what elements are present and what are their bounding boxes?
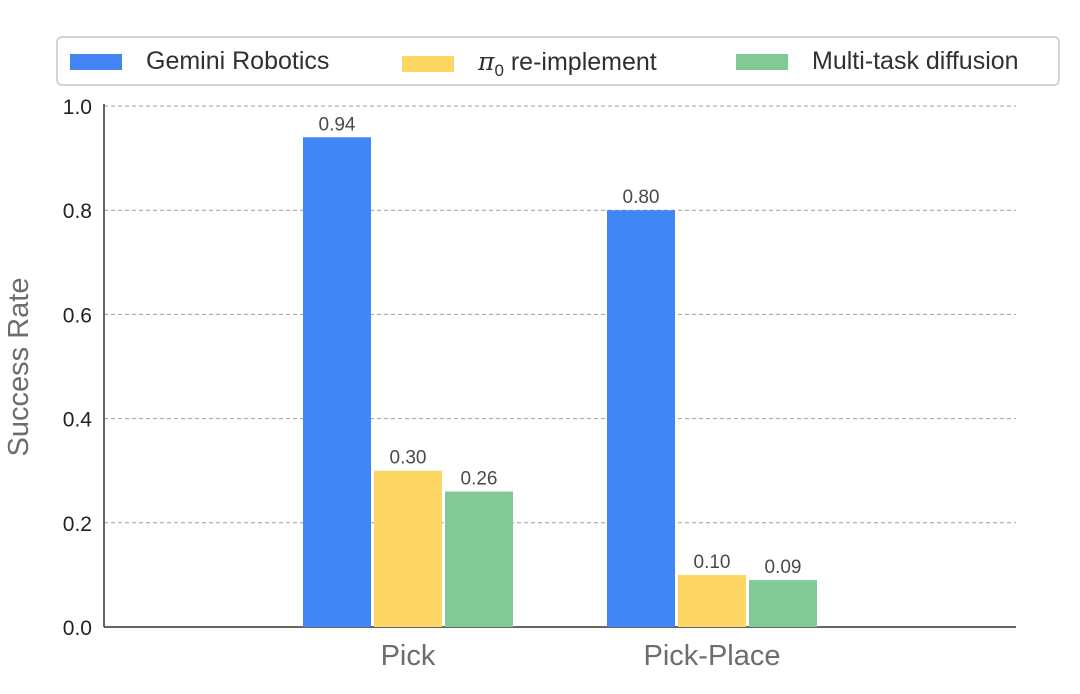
legend-item-multi-task-diffusion: Multi-task diffusion xyxy=(736,47,1019,76)
y-tick-label: 1.0 xyxy=(63,96,92,119)
legend-swatch-pi0-reimplement xyxy=(402,56,454,72)
y-tick-label: 0.0 xyxy=(63,617,92,640)
data-label-gemini-robotics-pick-place: 0.80 xyxy=(623,187,660,208)
y-tick-label: 0.4 xyxy=(63,409,93,432)
legend-label-multi-task-diffusion: Multi-task diffusion xyxy=(812,47,1019,75)
bar-0-re-implement-pick xyxy=(374,470,442,627)
data-label-multi-task-diffusion-pick: 0.26 xyxy=(461,469,498,490)
bar-gemini-robotics-pick xyxy=(303,137,371,627)
x-tick-label-pick: Pick xyxy=(381,640,436,672)
bar-multi-task-diffusion-pick xyxy=(445,491,513,627)
pi-subscript: 0 xyxy=(494,61,504,80)
data-label-0-re-implement-pick: 0.30 xyxy=(390,448,427,469)
data-label-0-re-implement-pick-place: 0.10 xyxy=(694,552,731,573)
bar-gemini-robotics-pick-place xyxy=(607,210,675,627)
data-label-gemini-robotics-pick: 0.94 xyxy=(319,114,356,135)
legend-swatch-multi-task-diffusion xyxy=(736,53,788,70)
data-label-multi-task-diffusion-pick-place: 0.09 xyxy=(765,557,802,578)
chart-legend: Gemini Robotics π0 re-implement Multi-ta… xyxy=(56,36,1060,86)
legend-item-pi0-reimplement: π0 re-implement xyxy=(402,47,657,81)
pi-symbol: π xyxy=(478,47,495,76)
pi-label-rest: re-implement xyxy=(503,48,657,76)
y-tick-label: 0.2 xyxy=(63,513,92,536)
y-tick-label: 0.8 xyxy=(63,200,92,223)
legend-label-gemini-robotics: Gemini Robotics xyxy=(146,47,330,75)
legend-item-gemini-robotics: Gemini Robotics xyxy=(70,47,329,76)
bar-0-re-implement-pick-place xyxy=(678,574,746,627)
y-axis-label: Success Rate xyxy=(3,278,35,457)
legend-label-pi0-reimplement: π0 re-implement xyxy=(478,47,657,81)
x-tick-label-pick-place: Pick-Place xyxy=(644,640,781,672)
bar-multi-task-diffusion-pick-place xyxy=(749,580,817,627)
y-tick-label: 0.6 xyxy=(63,304,92,327)
legend-swatch-gemini-robotics xyxy=(70,53,122,70)
